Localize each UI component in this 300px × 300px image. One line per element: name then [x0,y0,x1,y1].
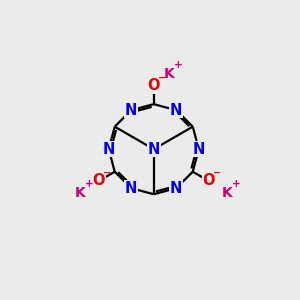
Text: N: N [170,103,182,118]
Text: K: K [75,186,86,200]
Text: K: K [164,67,175,81]
Text: −: − [213,168,221,178]
Text: K: K [222,186,232,200]
Text: O: O [148,78,160,93]
Text: N: N [103,142,115,157]
Text: N: N [125,103,137,118]
Text: N: N [170,181,182,196]
Text: −: − [158,73,166,83]
Text: +: + [85,179,94,190]
Text: N: N [148,142,160,157]
Text: +: + [232,179,241,190]
Text: O: O [202,173,215,188]
Text: N: N [125,181,137,196]
Text: +: + [174,60,183,70]
Text: N: N [193,142,205,157]
Text: −: − [103,168,111,178]
Text: O: O [92,173,105,188]
